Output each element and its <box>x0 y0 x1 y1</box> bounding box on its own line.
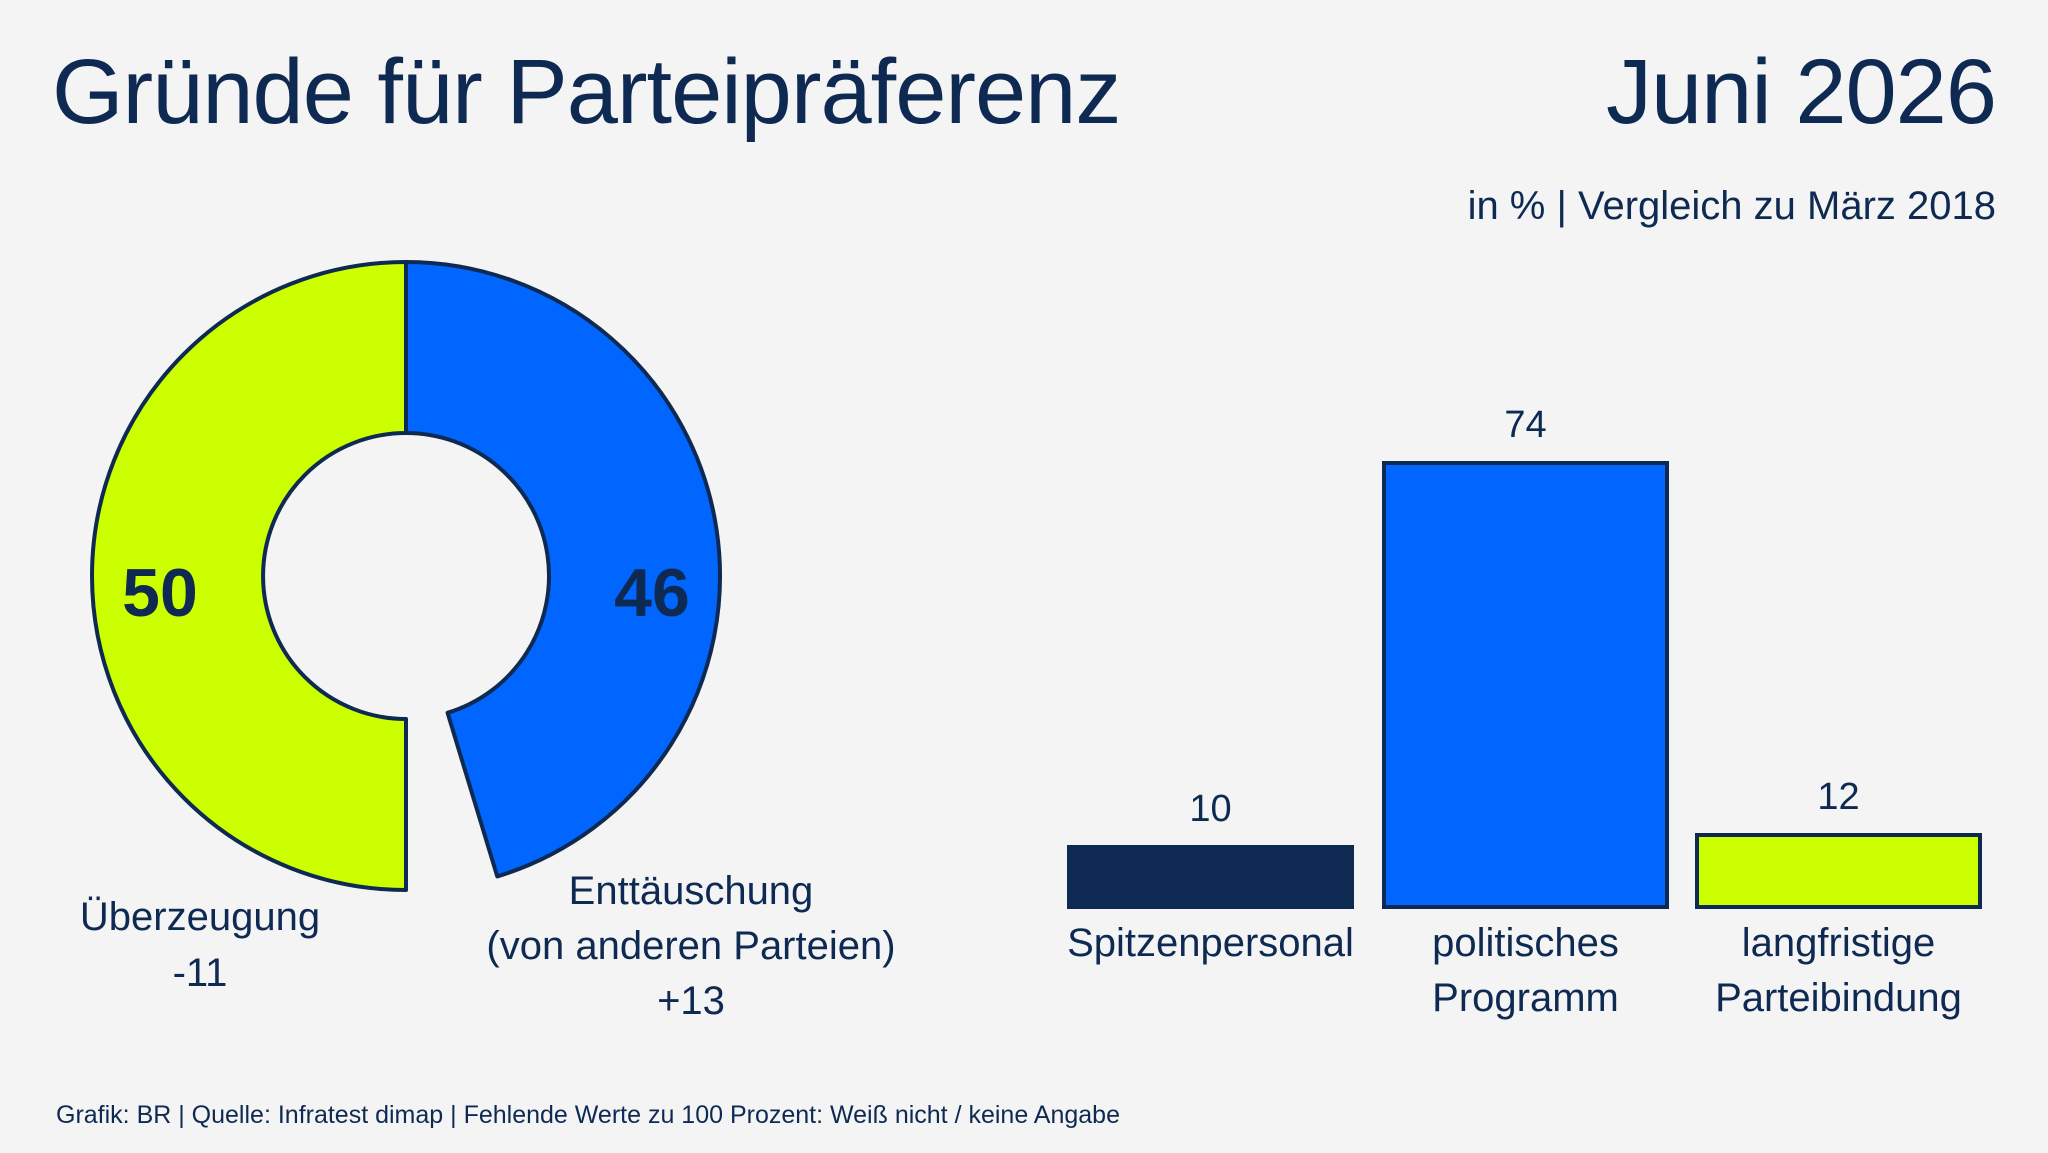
bar-category-label: Spitzenpersonal <box>1067 921 1354 965</box>
chart-date: Juni 2026 <box>1606 41 1997 143</box>
donut-value-enttaeuschung: 46 <box>614 555 690 631</box>
bar-category-label: langfristige <box>1742 921 1935 965</box>
donut-label-ueberzeugung: Überzeugung <box>80 895 320 939</box>
donut-label-enttaeuschung-line: (von anderen Parteien) <box>486 924 895 968</box>
chart-title: Gründe für Parteipräferenz <box>52 41 1121 143</box>
bar-category-label: Programm <box>1432 976 1619 1020</box>
bar-value-label: 74 <box>1504 404 1546 446</box>
bar-category-label: Parteibindung <box>1715 976 1962 1020</box>
bar-value-label: 10 <box>1189 788 1231 830</box>
bar-3 <box>1695 833 1982 909</box>
donut-label-enttaeuschung-line: Enttäuschung <box>569 869 814 913</box>
chart-subtitle: in % | Vergleich zu März 2018 <box>1467 184 1996 228</box>
donut-change-enttaeuschung: +13 <box>657 979 725 1023</box>
bar-category-label: politisches <box>1432 921 1619 965</box>
donut-value-ueberzeugung: 50 <box>122 555 198 631</box>
bar-1 <box>1067 845 1354 909</box>
donut-slice-enttaeuschung <box>404 260 722 879</box>
source-footer: Grafik: BR | Quelle: Infratest dimap | F… <box>56 1101 1120 1129</box>
donut-slice-ueberzeugung <box>90 260 408 892</box>
bar-2 <box>1382 461 1669 909</box>
donut-change-ueberzeugung: -11 <box>173 951 228 995</box>
bar-value-label: 12 <box>1817 776 1859 818</box>
